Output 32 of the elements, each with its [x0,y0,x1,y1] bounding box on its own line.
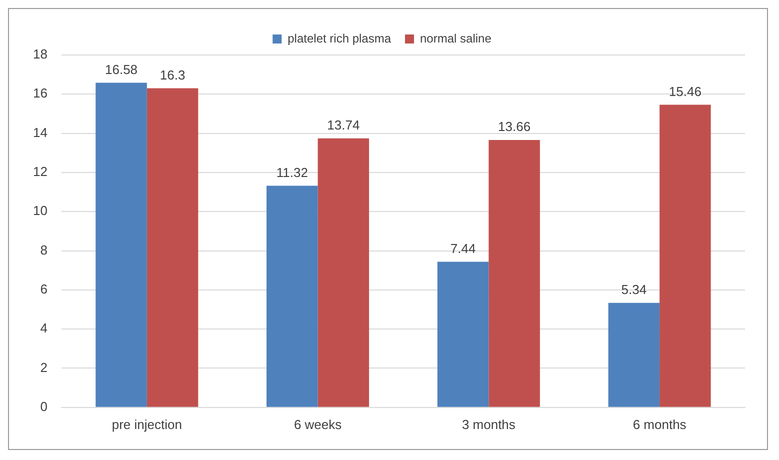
data-label: 11.32 [276,164,308,180]
data-label: 7.44 [450,240,476,256]
y-tick-label: 6 [40,282,48,297]
y-tick-label: 16 [32,86,48,101]
bar [266,186,318,407]
data-label: 16.3 [160,67,186,82]
bar [660,104,711,407]
bar [488,140,540,407]
y-tick-label: 12 [32,164,48,180]
bar [608,302,660,407]
x-tick-label: pre injection [112,416,182,432]
legend-label: platelet rich plasma [288,31,392,46]
legend-label: normal saline [420,31,492,46]
x-tick-label: 3 months [462,416,516,432]
data-label: 5.34 [621,282,647,297]
bar [146,88,198,407]
data-label: 15.46 [668,84,702,99]
y-tick-label: 10 [32,203,48,218]
y-tick-label: 4 [40,320,48,336]
bar [437,262,489,407]
data-label: 13.74 [327,117,360,132]
x-tick-label: 6 weeks [294,416,342,432]
y-tick-label: 14 [32,124,48,140]
y-tick-label: 2 [40,360,48,375]
bar [318,138,370,407]
y-tick-label: 0 [40,398,48,414]
y-tick-label: 18 [32,46,48,62]
data-label: 16.58 [104,62,138,77]
x-tick-label: 6 months [632,416,687,432]
y-tick-label: 8 [40,242,48,258]
bar [96,82,147,407]
data-label: 13.66 [498,119,531,134]
